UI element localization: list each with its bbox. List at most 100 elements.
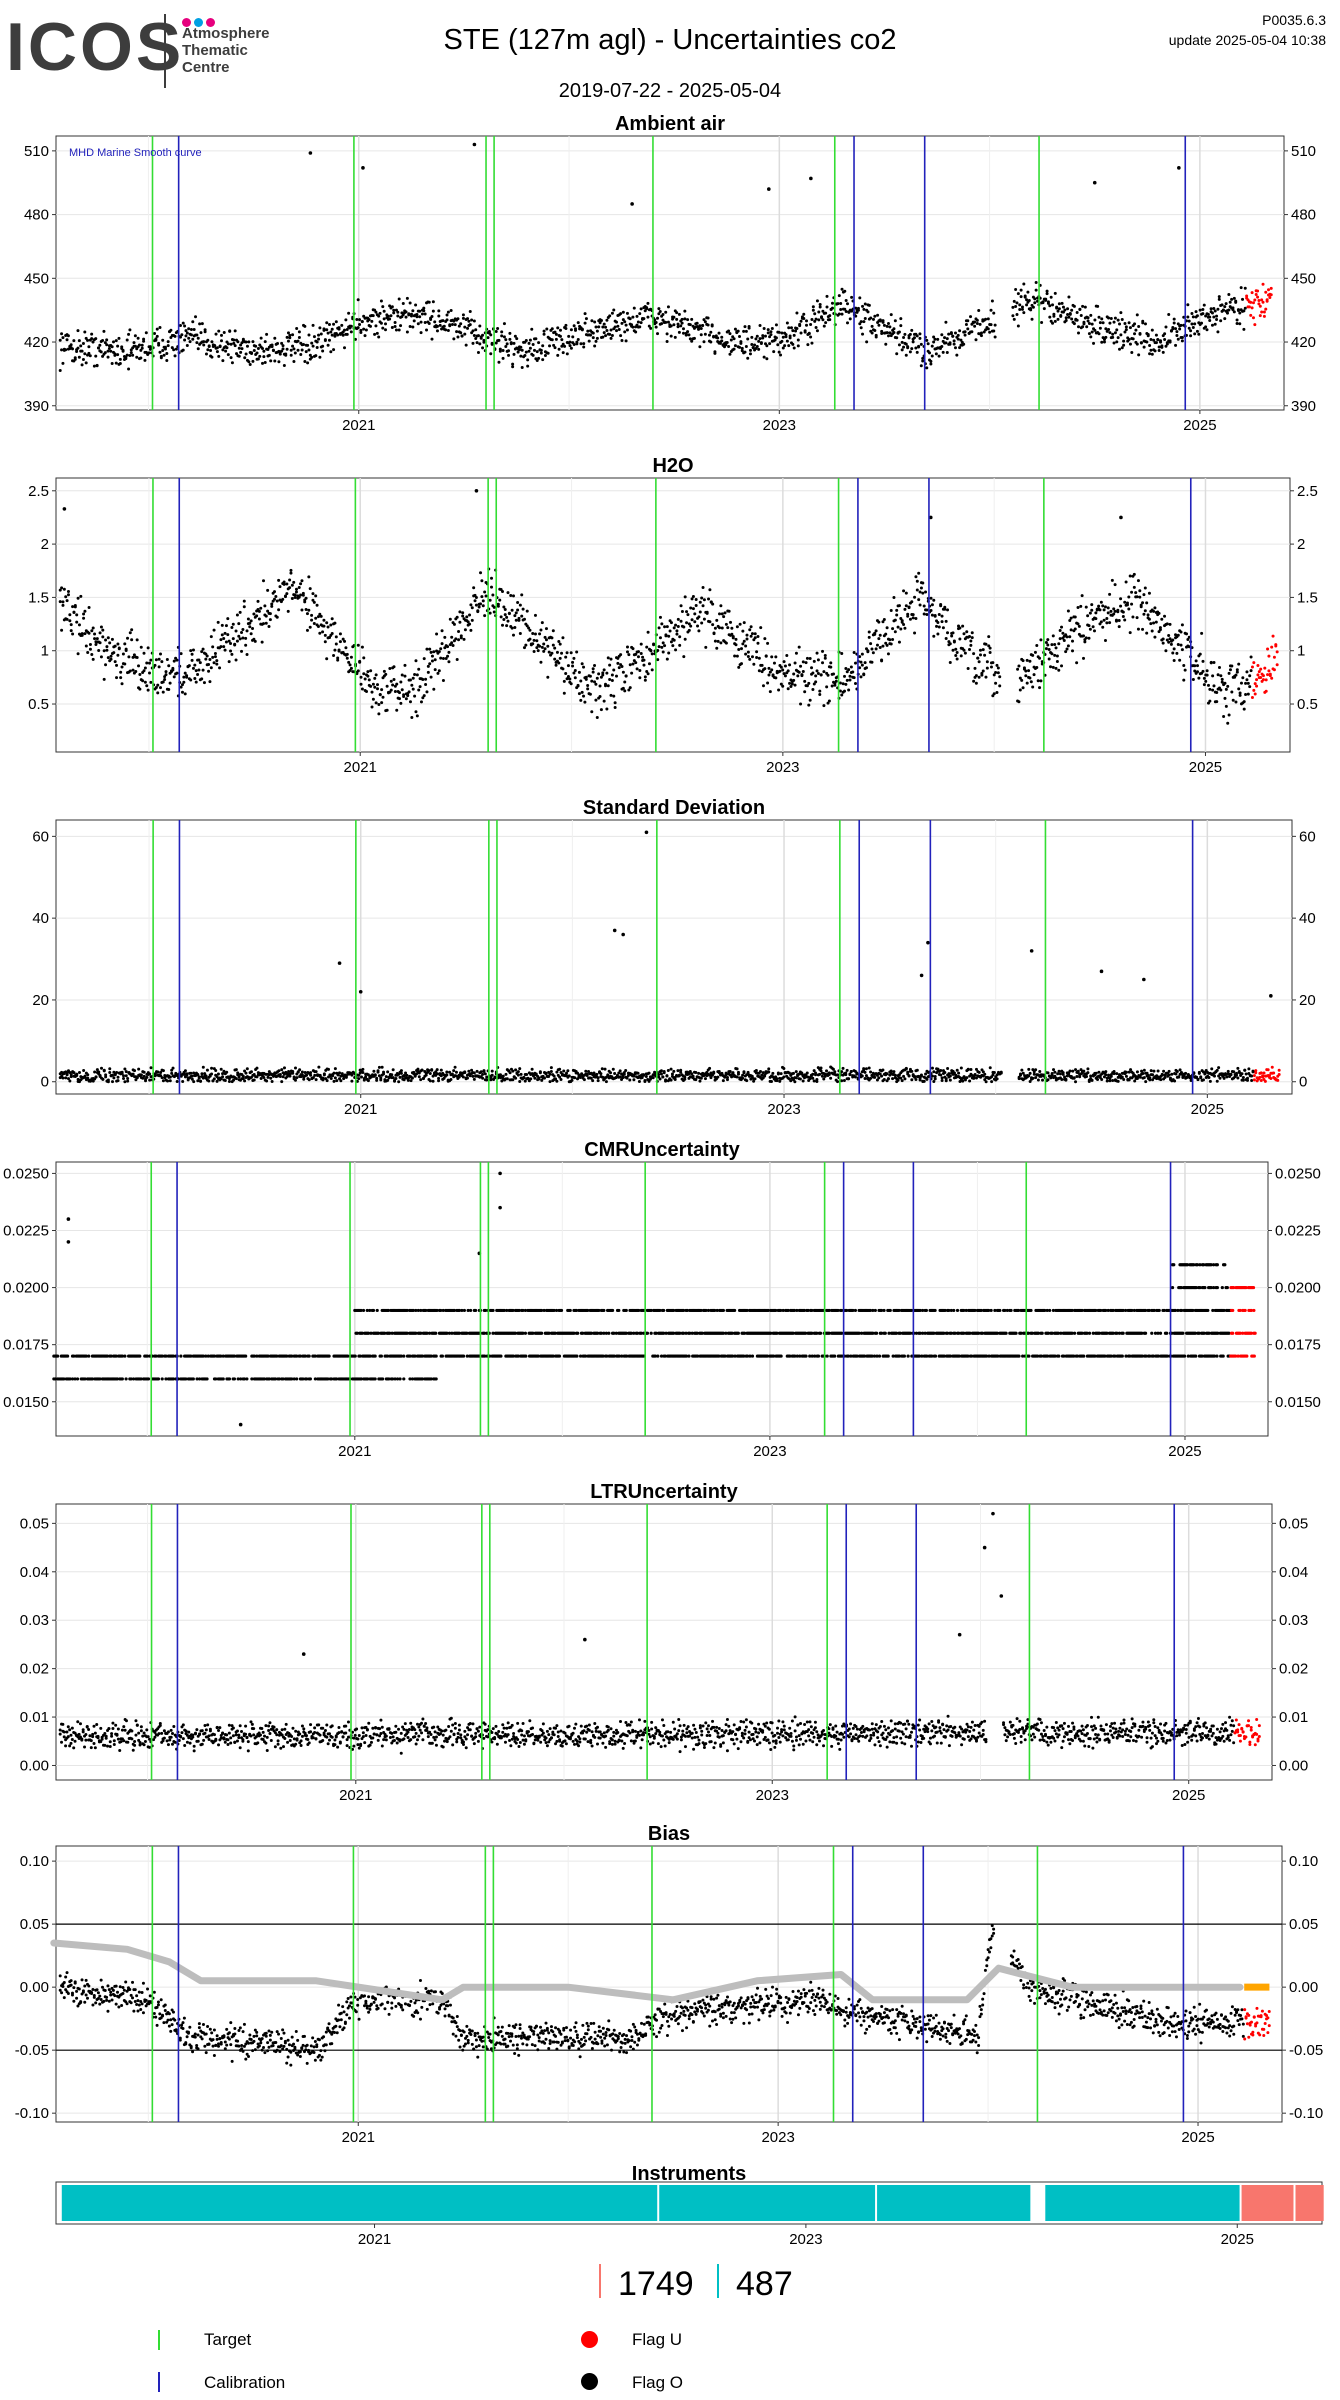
data-point: [375, 331, 379, 335]
data-point: [431, 300, 435, 304]
data-point: [561, 351, 565, 355]
data-point: [611, 1067, 615, 1071]
data-point: [703, 320, 707, 324]
data-point: [156, 683, 160, 687]
data-point: [854, 306, 858, 310]
data-point: [748, 348, 752, 352]
data-point: [957, 1071, 961, 1075]
data-point: [163, 677, 167, 681]
data-point: [861, 304, 865, 308]
data-point: [617, 666, 621, 670]
data-point: [996, 671, 1000, 675]
data-point: [247, 340, 251, 344]
data-point: [439, 1068, 443, 1072]
data-point: [951, 648, 955, 652]
data-point: [877, 620, 881, 624]
data-point: [805, 1071, 809, 1075]
data-point: [297, 595, 301, 599]
data-point: [1079, 604, 1083, 608]
data-point: [1089, 335, 1093, 339]
data-point: [798, 322, 802, 326]
data-point: [1210, 311, 1214, 315]
data-point: [525, 1072, 529, 1076]
data-point: [861, 332, 865, 336]
data-point: [282, 1066, 286, 1070]
data-point: [61, 600, 65, 604]
data-point: [463, 332, 467, 336]
data-point: [767, 1067, 771, 1071]
data-point: [727, 344, 731, 348]
data-point: [982, 330, 986, 334]
data-point: [252, 1072, 256, 1076]
data-point: [599, 675, 603, 679]
data-point: [251, 359, 255, 363]
data-point: [1025, 681, 1029, 685]
data-point: [1096, 304, 1100, 308]
data-point: [339, 1079, 343, 1083]
data-point: [469, 628, 473, 632]
data-point: [853, 661, 857, 665]
data-point: [1090, 330, 1094, 334]
data-point: [306, 361, 310, 365]
data-point: [1250, 665, 1254, 669]
data-point: [189, 327, 193, 331]
data-point: [300, 1070, 304, 1074]
data-point: [471, 329, 475, 333]
data-point: [286, 339, 290, 343]
data-point: [307, 608, 311, 612]
data-point: [749, 634, 753, 638]
data-point: [707, 597, 711, 601]
data-point: [259, 336, 263, 340]
data-point: [83, 609, 87, 613]
data-point: [223, 648, 227, 652]
data-point: [750, 342, 754, 346]
data-point: [862, 672, 866, 676]
data-point: [800, 1071, 804, 1075]
data-point: [110, 637, 114, 641]
data-point: [1139, 605, 1143, 609]
data-point: [769, 1079, 773, 1083]
data-point: [694, 1070, 698, 1074]
data-point: [1135, 595, 1139, 599]
data-point: [471, 1074, 475, 1078]
data-point: [511, 594, 515, 598]
data-point: [870, 331, 874, 335]
data-point: [1064, 650, 1068, 654]
data-point: [1070, 317, 1074, 321]
data-point: [1164, 325, 1168, 329]
data-point: [814, 674, 818, 678]
data-point: [939, 1073, 943, 1077]
data-point: [1198, 652, 1202, 656]
data-point: [587, 339, 591, 343]
data-point: [1201, 669, 1205, 673]
data-point: [1124, 580, 1128, 584]
data-point: [1182, 664, 1186, 668]
data-point: [915, 1068, 919, 1072]
data-point: [560, 338, 564, 342]
data-point: [503, 613, 507, 617]
data-point: [435, 649, 439, 653]
data-point: [1072, 304, 1076, 308]
y-tick-label: 1: [41, 643, 49, 660]
data-point: [260, 346, 264, 350]
data-point: [1076, 622, 1080, 626]
data-point: [271, 348, 275, 352]
data-point: [703, 1077, 707, 1081]
data-point: [535, 646, 539, 650]
data-point: [594, 339, 598, 343]
data-point: [520, 593, 524, 597]
data-point: [895, 608, 899, 612]
data-point: [307, 575, 311, 579]
data-point: [544, 638, 548, 642]
data-point: [577, 670, 581, 674]
data-point: [103, 341, 107, 345]
data-point: [791, 329, 795, 333]
data-point: [1102, 618, 1106, 622]
data-point: [1112, 612, 1116, 616]
data-point: [1224, 704, 1228, 708]
data-point: [476, 350, 480, 354]
data-point: [191, 337, 195, 341]
data-point: [1158, 628, 1162, 632]
data-point: [334, 635, 338, 639]
data-point: [1264, 689, 1268, 693]
